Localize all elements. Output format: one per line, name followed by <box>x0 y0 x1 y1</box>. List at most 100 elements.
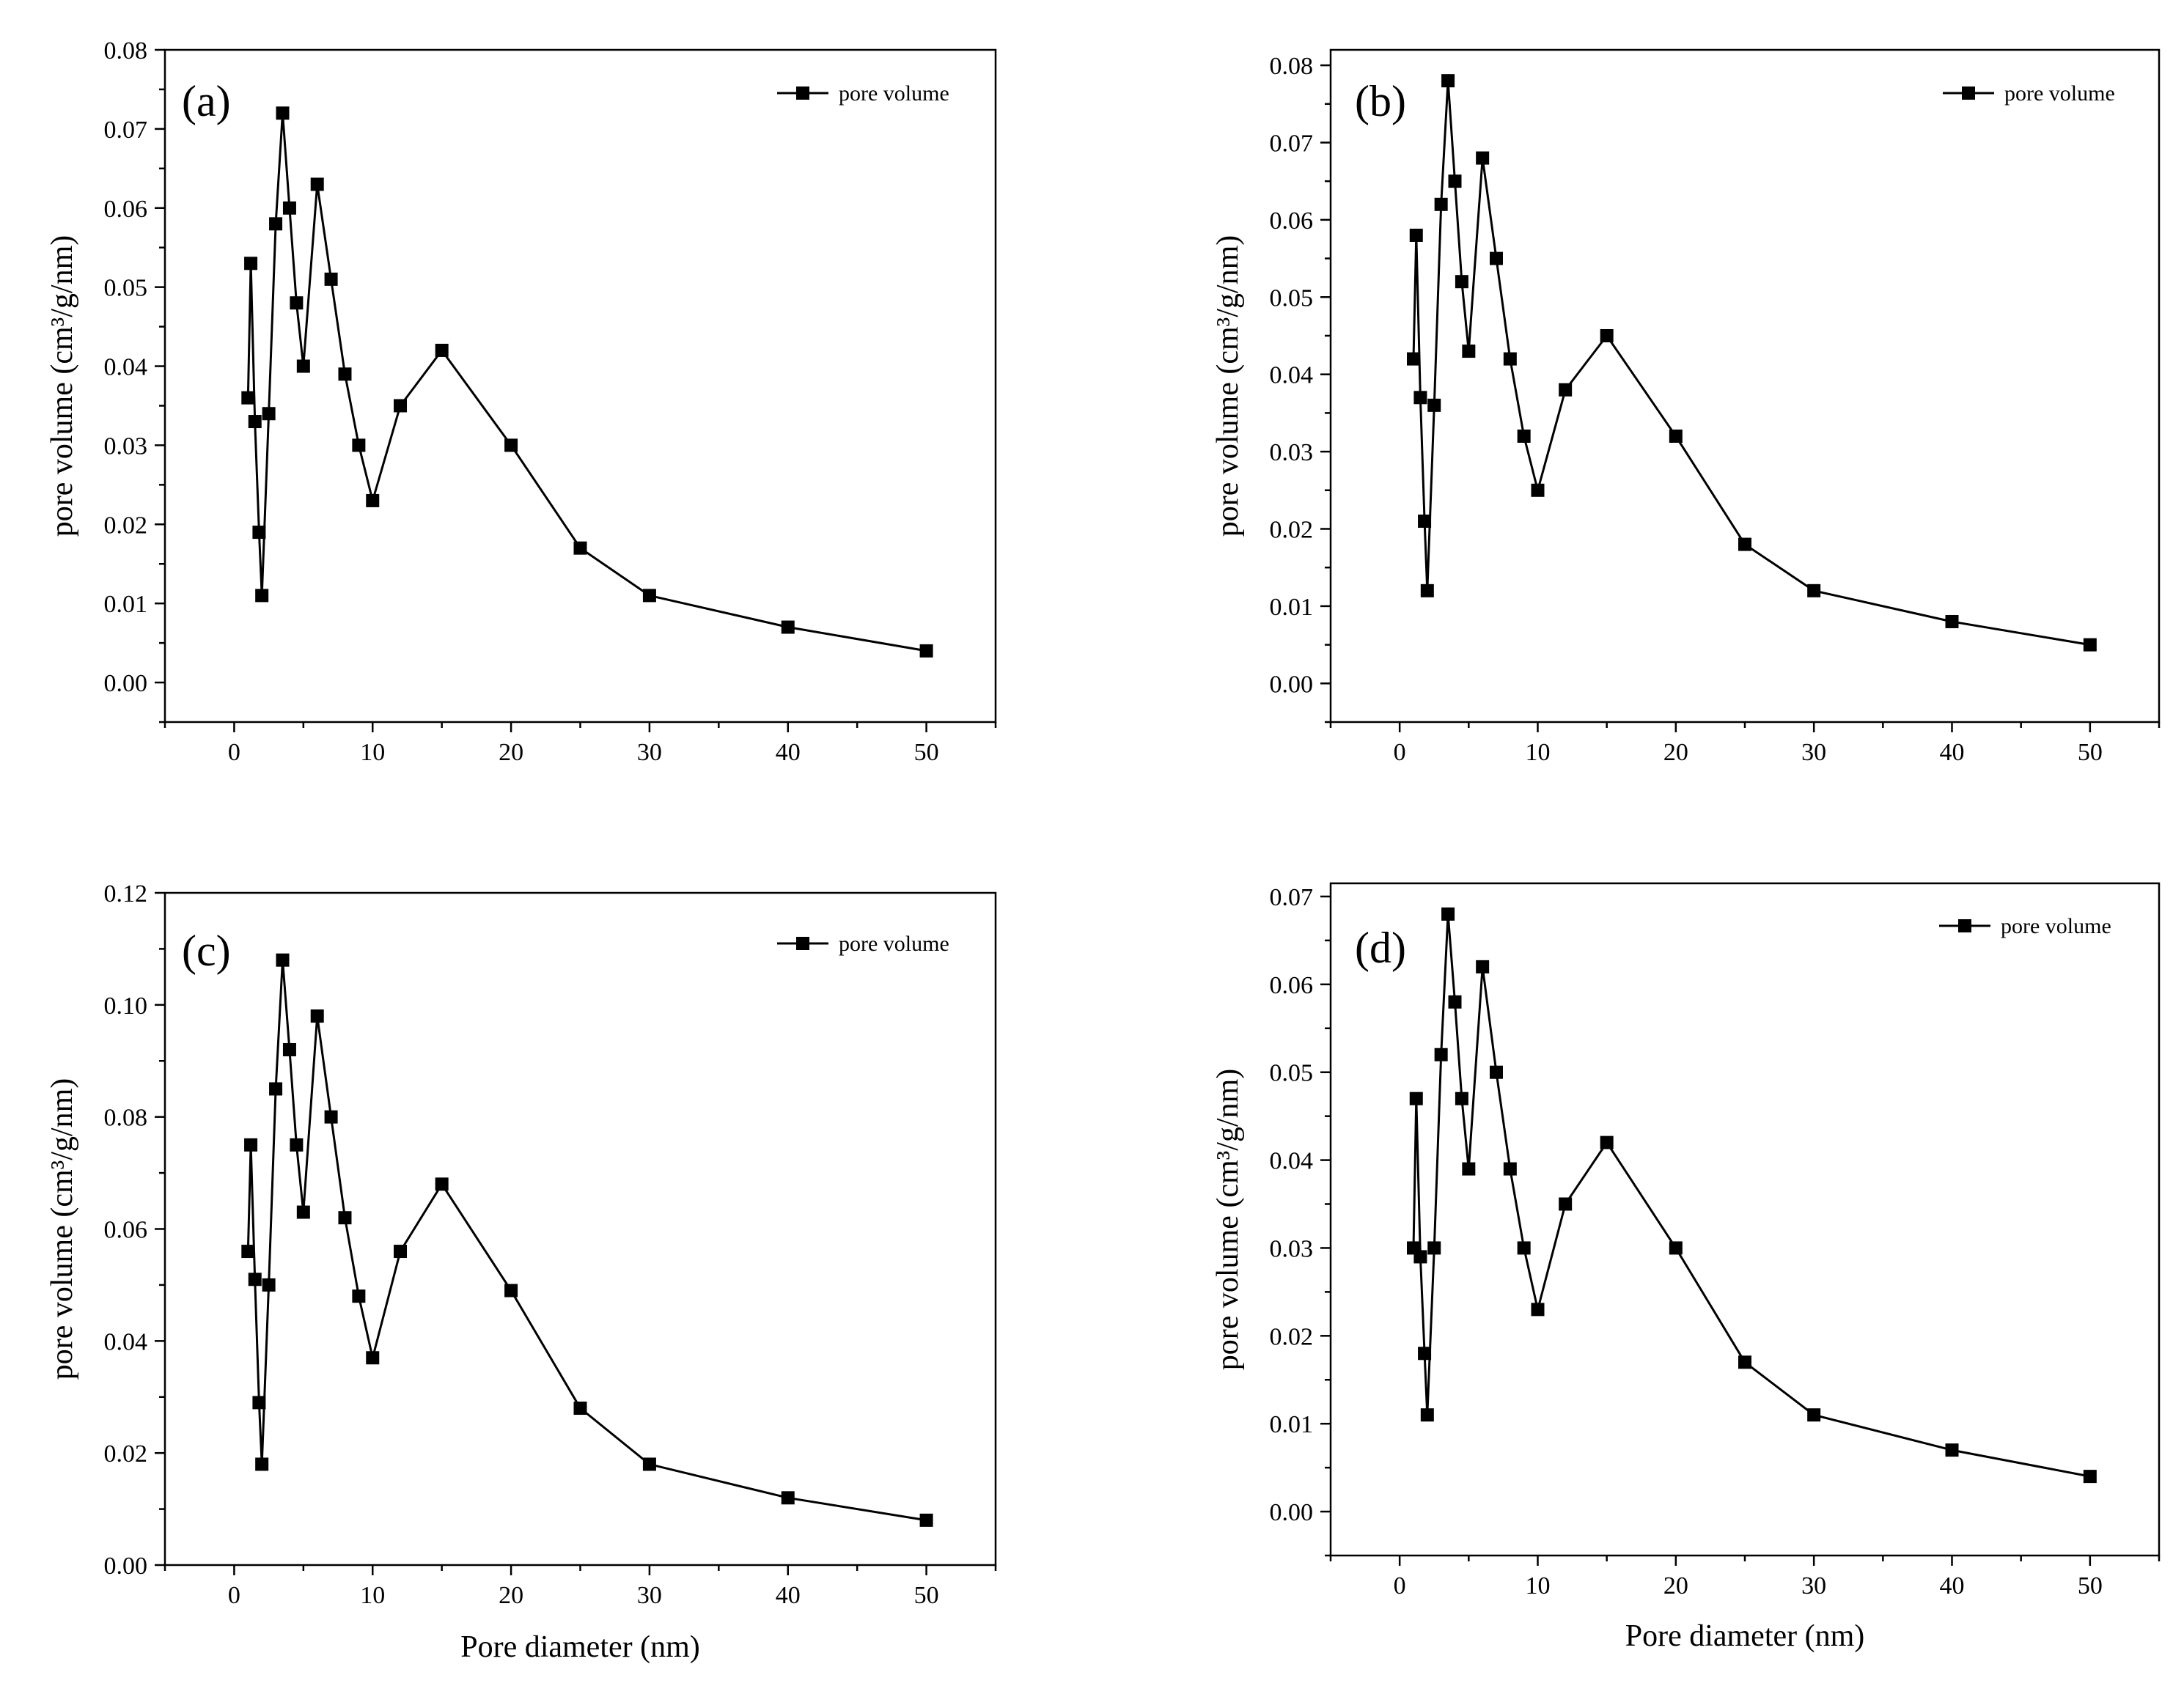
y-tick-label: 0.01 <box>1270 594 1314 621</box>
x-axis-title: Pore diameter (nm) <box>460 1630 700 1664</box>
x-tick-label: 30 <box>637 739 662 766</box>
data-point <box>1409 228 1423 242</box>
y-tick-label: 0.04 <box>1270 362 1314 389</box>
data-point <box>1945 614 1959 628</box>
data-point <box>781 1491 795 1505</box>
y-axis-title: pore volume (cm³/g/nm) <box>1211 1069 1245 1371</box>
data-point <box>290 296 304 310</box>
data-point <box>352 438 366 452</box>
x-tick-label: 50 <box>2078 739 2103 766</box>
y-tick-label: 0.06 <box>104 196 148 223</box>
data-point <box>276 953 290 967</box>
y-tick-label: 0.08 <box>104 1105 148 1132</box>
x-tick-label: 50 <box>914 739 939 766</box>
y-tick-label: 0.08 <box>1270 53 1314 80</box>
x-tick-label: 40 <box>1940 1572 1965 1600</box>
panel-tag: (b) <box>1355 77 1406 125</box>
data-point <box>1503 1162 1517 1176</box>
data-point <box>248 1273 262 1286</box>
data-point <box>1462 1162 1476 1176</box>
y-tick-label: 0.00 <box>1270 1499 1314 1526</box>
data-point <box>435 1177 449 1191</box>
y-tick-label: 0.07 <box>104 117 148 144</box>
data-point <box>1738 1355 1751 1369</box>
data-point <box>1490 251 1503 265</box>
data-point <box>366 1351 380 1365</box>
data-point <box>1448 174 1462 188</box>
data-point <box>255 1457 269 1471</box>
data-point <box>296 359 310 373</box>
x-tick-label: 40 <box>776 739 801 766</box>
panel-tag: (a) <box>182 77 231 125</box>
x-tick-label: 10 <box>1526 1572 1551 1600</box>
x-tick-label: 0 <box>1394 1572 1406 1600</box>
x-tick-label: 10 <box>360 1582 385 1609</box>
data-point <box>324 272 338 286</box>
x-tick-label: 0 <box>228 1582 240 1609</box>
x-tick-label: 30 <box>1801 1572 1826 1600</box>
y-axis-title: pore volume (cm³/g/nm) <box>45 1078 79 1380</box>
y-tick-label: 0.03 <box>1270 439 1314 466</box>
y-tick-label: 0.06 <box>104 1217 148 1244</box>
data-point <box>1807 1408 1821 1422</box>
x-tick-label: 40 <box>776 1582 801 1609</box>
data-point <box>269 1082 283 1096</box>
data-point <box>296 1205 310 1219</box>
y-tick-label: 0.02 <box>1270 1323 1314 1350</box>
y-tick-label: 0.05 <box>1270 284 1314 312</box>
data-point <box>352 1289 366 1303</box>
x-tick-label: 0 <box>228 739 240 766</box>
data-point <box>366 493 380 507</box>
panel-tag: (d) <box>1355 924 1406 972</box>
plot-frame <box>163 891 997 1567</box>
legend-label: pore volume <box>839 81 949 106</box>
data-point <box>262 407 276 421</box>
y-tick-label: 0.07 <box>1270 130 1314 157</box>
data-point <box>2083 638 2097 652</box>
data-point <box>1441 907 1455 921</box>
data-point <box>1455 1092 1468 1105</box>
data-point <box>310 177 324 191</box>
x-tick-label: 20 <box>1663 739 1688 766</box>
data-point <box>252 1396 266 1410</box>
data-point <box>1531 483 1545 497</box>
data-point <box>241 391 255 405</box>
data-point <box>244 257 258 270</box>
data-point <box>1427 398 1441 412</box>
legend-label: pore volume <box>839 932 949 956</box>
y-tick-label: 0.05 <box>1270 1060 1314 1087</box>
legend: pore volume <box>777 81 949 106</box>
data-point <box>1434 1048 1448 1061</box>
data-point <box>338 1211 352 1225</box>
y-axis-title: pore volume (cm³/g/nm) <box>1211 235 1245 537</box>
y-tick-label: 0.00 <box>104 1553 148 1580</box>
legend-marker <box>796 86 809 100</box>
x-axis-title: Pore diameter (nm) <box>1625 1619 1865 1653</box>
data-point <box>1448 995 1462 1009</box>
panel-a: 0 10 20 30 40 50 0.00 0.01 0.02 0.03 0.04 0.05 0.06 0… <box>45 37 997 766</box>
series-line <box>1412 913 2091 1478</box>
data-point <box>1413 391 1427 405</box>
y-tick-label: 0.04 <box>1270 1148 1314 1175</box>
data-point <box>282 201 296 215</box>
legend-marker <box>796 937 809 950</box>
x-tick-label: 40 <box>1940 739 1965 766</box>
legend: pore volume <box>777 932 949 956</box>
data-point <box>1807 584 1821 597</box>
data-point <box>1490 1065 1503 1079</box>
data-point <box>642 1457 656 1471</box>
y-tick-label: 0.01 <box>1270 1411 1314 1438</box>
y-tick-label: 0.02 <box>104 1440 148 1468</box>
data-point <box>1738 537 1751 551</box>
legend-marker <box>1958 919 1971 932</box>
panel-tag: (c) <box>182 927 231 975</box>
series-line <box>246 113 927 652</box>
data-point <box>435 343 449 357</box>
data-point <box>1600 328 1614 342</box>
y-tick-label: 0.00 <box>1270 671 1314 698</box>
data-point <box>1409 1092 1423 1105</box>
legend-marker <box>1962 86 1975 100</box>
x-tick-label: 10 <box>360 739 385 766</box>
y-axis-title: pore volume (cm³/g/nm) <box>45 235 79 537</box>
